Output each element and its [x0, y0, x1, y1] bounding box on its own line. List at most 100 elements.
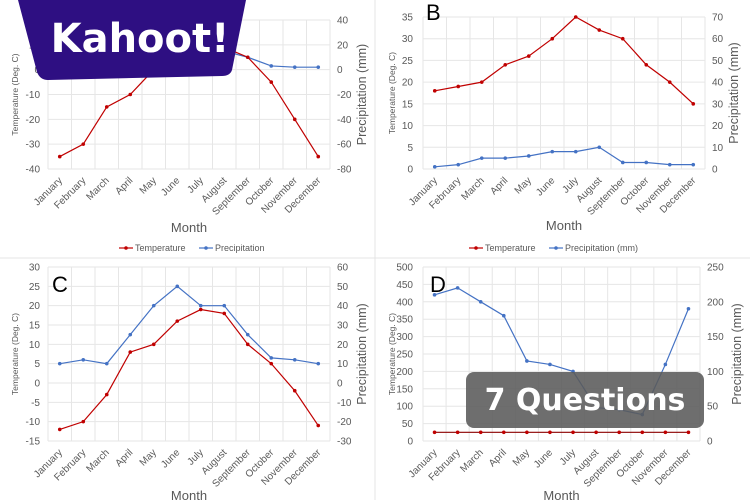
y2-tick-label: 0	[712, 165, 718, 176]
x-tick-label: May	[138, 447, 159, 468]
y-axis-title: Temperature (Deg. C)	[10, 313, 20, 395]
y-tick-label: 0	[407, 165, 413, 176]
precipitation-point	[432, 293, 437, 297]
y2-tick-label: 50	[712, 56, 724, 67]
x-tick-label: May	[138, 175, 159, 196]
temperature-point	[104, 392, 109, 397]
y2-tick-label: 100	[707, 367, 724, 378]
y2-tick-label: 0	[337, 379, 343, 390]
x-tick-label: April	[488, 175, 510, 197]
chart-1: 05101520253035010203040506070JanuaryFebr…	[387, 0, 741, 253]
y-tick-label: 35	[402, 13, 414, 24]
temperature-point	[57, 154, 62, 159]
temperature-point	[620, 36, 625, 41]
temperature-point	[525, 430, 529, 435]
y2-tick-label: 20	[712, 121, 724, 132]
temperature-point	[526, 54, 531, 58]
precipitation-point	[316, 65, 321, 69]
y-tick-label: 450	[396, 280, 413, 291]
precipitation-point	[292, 358, 297, 362]
precipitation-point	[644, 160, 649, 165]
x-tick-label: March	[459, 175, 486, 202]
temperature-point	[573, 15, 578, 19]
y2-tick-label: 250	[707, 263, 724, 274]
temperature-point	[316, 423, 321, 428]
temperature-point	[478, 430, 483, 435]
y2-tick-label: -30	[337, 437, 352, 448]
precipitation-point	[151, 303, 156, 308]
y-tick-label: 200	[396, 367, 413, 378]
temperature-point	[245, 55, 250, 60]
y-tick-label: 30	[29, 263, 41, 274]
precipitation-point	[57, 361, 62, 366]
y-tick-label: -40	[26, 165, 41, 176]
temperature-point	[104, 105, 109, 109]
temperature-point	[548, 430, 552, 435]
y2-tick-label: 20	[337, 340, 349, 351]
y-tick-label: 20	[29, 301, 41, 312]
x-tick-label: June	[159, 447, 182, 470]
precipitation-point	[269, 356, 274, 360]
precipitation-point	[525, 359, 529, 363]
y-tick-label: 10	[402, 121, 414, 132]
logo-badge	[18, 0, 246, 80]
chart-letter: B	[426, 0, 441, 25]
temperature-point	[617, 430, 622, 435]
y-axis-title: Temperature (Deg. C)	[10, 53, 20, 135]
y2-tick-label: 40	[337, 16, 349, 27]
precipitation-point	[503, 156, 508, 160]
x-axis-title: Month	[546, 218, 582, 233]
temperature-point	[644, 62, 649, 67]
legend-marker	[474, 246, 478, 250]
x-tick-label: July	[561, 175, 581, 195]
y-tick-label: 350	[396, 315, 413, 326]
legend-marker	[204, 246, 208, 250]
y-tick-label: -5	[31, 398, 40, 409]
y2-tick-label: -10	[337, 398, 352, 409]
y-tick-label: 300	[396, 332, 413, 343]
temperature-point	[81, 142, 86, 146]
temperature-point	[640, 430, 645, 435]
x-axis-title: Month	[171, 220, 207, 235]
temperature-point	[501, 430, 506, 435]
temperature-point	[81, 419, 86, 424]
precipitation-point	[269, 64, 274, 68]
y2-axis-title: Precipitation (mm)	[727, 42, 741, 143]
legend-label: Precipitation (mm)	[565, 243, 638, 253]
y-tick-label: 5	[34, 359, 40, 370]
precipitation-point	[597, 145, 602, 150]
precipitation-line	[434, 146, 694, 168]
y2-tick-label: 0	[707, 437, 713, 448]
y-tick-label: 20	[402, 78, 414, 89]
y2-tick-label: 50	[707, 402, 719, 413]
y-tick-label: 5	[407, 143, 413, 154]
y2-tick-label: 30	[337, 321, 349, 332]
precipitation-point	[663, 362, 668, 367]
precipitation-point	[667, 162, 672, 167]
x-tick-label: April	[113, 447, 135, 469]
x-tick-label: May	[513, 175, 534, 196]
y2-axis-title: Precipitation (mm)	[355, 303, 369, 404]
x-tick-label: March	[84, 175, 111, 202]
x-tick-label: July	[186, 447, 206, 467]
y-tick-label: 15	[29, 321, 41, 332]
temperature-point	[571, 430, 575, 435]
y-tick-label: -20	[26, 115, 41, 126]
temperature-point	[432, 430, 437, 435]
y2-tick-label: -20	[337, 417, 352, 428]
y-tick-label: 100	[396, 402, 413, 413]
y-tick-label: 150	[396, 384, 413, 395]
x-tick-label: April	[113, 175, 135, 197]
x-tick-label: June	[534, 175, 557, 198]
temperature-point	[456, 84, 461, 89]
temperature-point	[594, 430, 598, 435]
x-tick-label: July	[186, 175, 206, 195]
y-tick-label: -30	[26, 140, 41, 151]
chart-letter: C	[52, 272, 68, 297]
x-axis-title: Month	[543, 488, 579, 500]
y2-tick-label: 50	[337, 282, 349, 293]
precipitation-point	[691, 162, 696, 167]
precipitation-point	[620, 160, 625, 165]
y2-axis-title: Precipitation (mm)	[355, 44, 369, 145]
temperature-point	[686, 430, 691, 435]
